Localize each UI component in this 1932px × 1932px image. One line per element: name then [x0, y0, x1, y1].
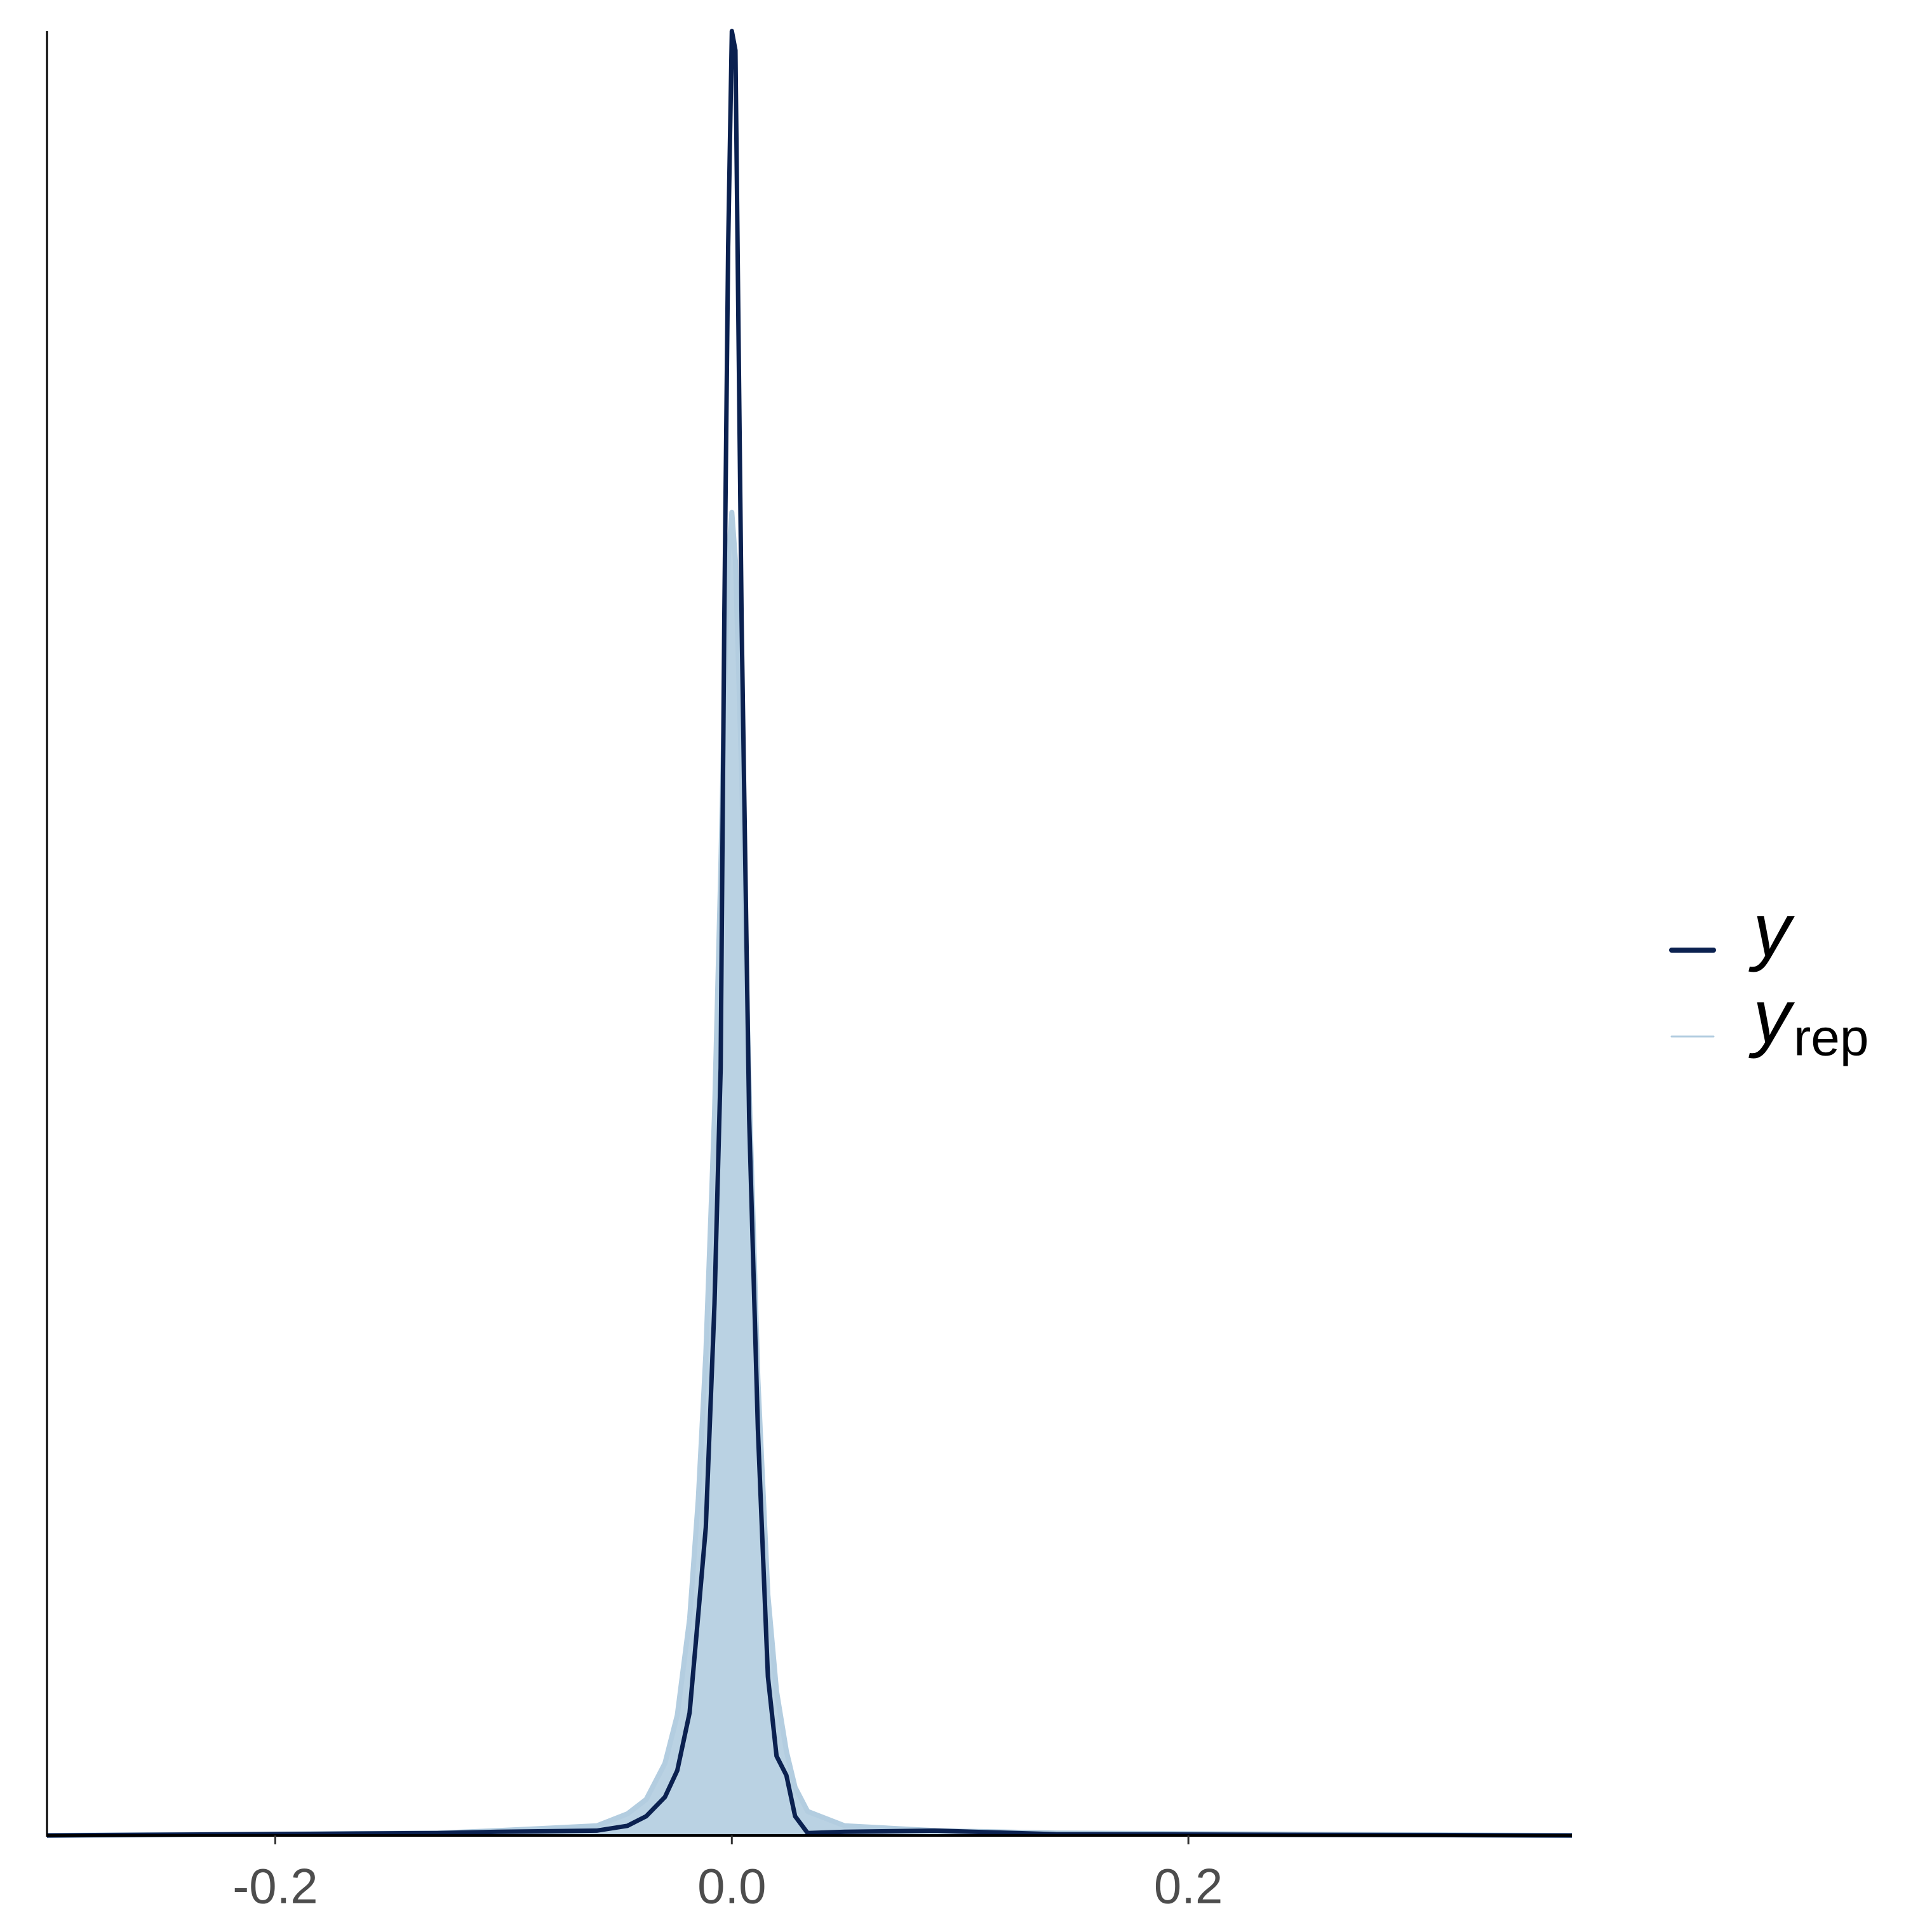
x-tick-label: 0.2 — [1154, 1858, 1223, 1914]
legend-label: y — [1748, 974, 1795, 1059]
x-tick-label: -0.2 — [232, 1858, 318, 1914]
legend-subscript: rep — [1794, 1009, 1869, 1067]
replicate-density — [46, 509, 1573, 1838]
x-tick-label: 0.0 — [697, 1858, 766, 1914]
legend: yy rep — [1669, 888, 1869, 1067]
observed-density — [46, 29, 1573, 1838]
legend-label: y — [1748, 888, 1795, 973]
